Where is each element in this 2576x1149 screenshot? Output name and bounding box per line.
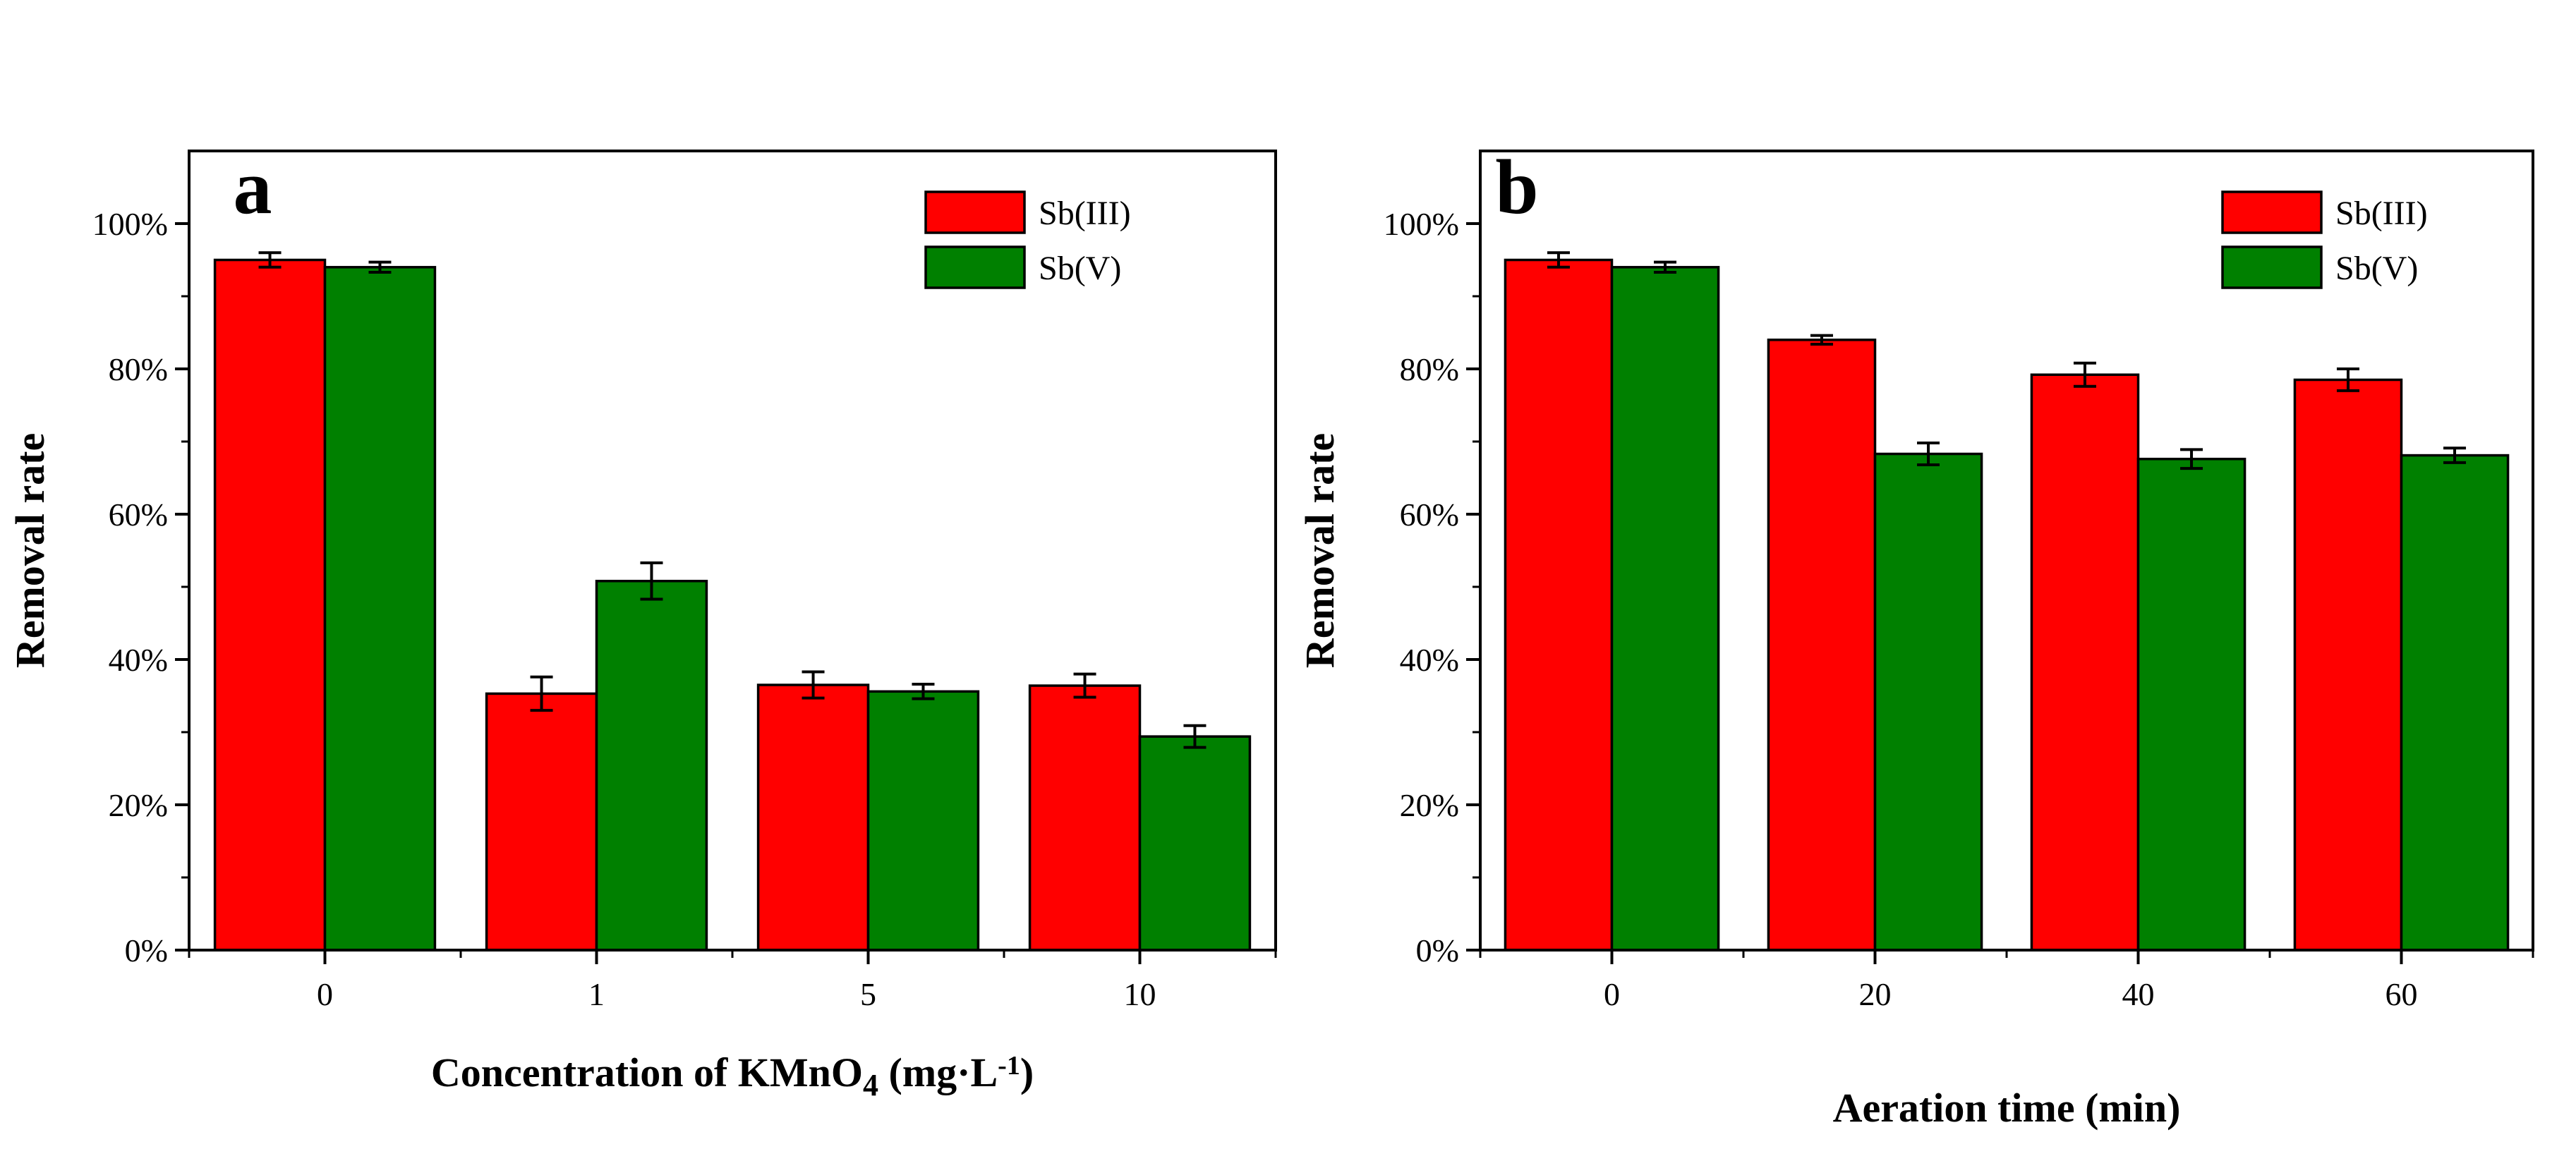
y-tick-label-20: 20% <box>109 787 168 823</box>
x-axis-label-part-2: (mg·L <box>878 1050 998 1095</box>
y-tick-label-100: 100% <box>1384 206 1459 242</box>
x-axis-label: Concentration of KMnO4 (mg·L-1) <box>431 1050 1034 1102</box>
bar-sbv-20 <box>1873 452 1983 952</box>
chart-panel-a: 0% 20% 40% 60% 80% 100% 0 1 5 10 Removal rate Conce… <box>7 144 1277 1102</box>
bar-sbiii-0 <box>1504 258 1614 952</box>
error-bar-sbv-60 <box>2443 446 2467 464</box>
error-bar-sbv-40 <box>2180 448 2203 470</box>
bar-sbv-0 <box>1610 266 1720 952</box>
x-axis-label-part-0: Concentration of KMnO <box>431 1050 863 1095</box>
legend: Sb(III) Sb(V) <box>924 190 1131 289</box>
x-axis-label: Aeration time (min) <box>1833 1085 2181 1131</box>
y-tick-label-80: 80% <box>109 351 168 387</box>
bar-sbiii-1 <box>485 692 598 952</box>
bar-sbv-40 <box>2136 457 2247 952</box>
error-bar-sbiii-1 <box>530 675 553 712</box>
error-bar-sbv-1 <box>640 561 663 601</box>
legend-label-sbiii: Sb(III) <box>2335 195 2428 232</box>
y-tick-label-80: 80% <box>1400 351 1459 387</box>
legend-swatch-sbv <box>924 245 1026 289</box>
x-axis-label-part-1: 4 <box>863 1068 878 1102</box>
x-tick-label-0: 0 <box>1604 976 1620 1012</box>
error-bar-sbiii-20 <box>1810 334 1833 346</box>
error-bar-sbv-0 <box>368 260 392 274</box>
legend-swatch-sbiii <box>2221 190 2323 234</box>
panel-label: a <box>234 144 272 230</box>
x-tick-label-1: 1 <box>588 976 605 1012</box>
error-bar-sbiii-10 <box>1073 672 1096 699</box>
x-tick-label-60: 60 <box>2385 976 2418 1012</box>
y-tick-label-20: 20% <box>1400 787 1459 823</box>
bar-sbv-10 <box>1138 735 1252 952</box>
legend: Sb(III) Sb(V) <box>2221 190 2428 289</box>
y-tick-label-60: 60% <box>1400 497 1459 533</box>
error-bar-sbv-5 <box>912 683 935 700</box>
bar-sbiii-10 <box>1028 684 1142 952</box>
y-tick-label-60: 60% <box>109 497 168 533</box>
error-bar-sbiii-40 <box>2073 361 2096 388</box>
error-bar-sbiii-5 <box>802 670 825 700</box>
error-bar-sbiii-0 <box>258 251 282 269</box>
bar-sbiii-20 <box>1767 339 1877 952</box>
error-bar-sbv-10 <box>1183 724 1207 749</box>
error-bar-sbv-0 <box>1654 260 1677 274</box>
x-axis-label-part-4: ) <box>1020 1050 1034 1095</box>
error-bar-sbv-20 <box>1917 442 1940 466</box>
error-bar-sbiii-60 <box>2336 367 2359 392</box>
panel-label: b <box>1495 144 1538 230</box>
x-tick-label-40: 40 <box>2122 976 2155 1012</box>
bar-sbv-0 <box>323 266 437 952</box>
bar-sbiii-40 <box>2030 373 2140 952</box>
legend-label-sbiii: Sb(III) <box>1039 195 1131 232</box>
error-bar-sbiii-0 <box>1547 251 1570 269</box>
y-tick-label-40: 40% <box>109 642 168 678</box>
y-axis-label: Removal rate <box>1297 433 1343 668</box>
y-tick-label-0: 0% <box>1416 932 1459 968</box>
bar-sbv-60 <box>2400 454 2510 952</box>
bar-sbv-1 <box>595 580 708 952</box>
x-tick-label-20: 20 <box>1859 976 1892 1012</box>
legend-label-sbv: Sb(V) <box>2335 250 2418 287</box>
bar-sbiii-0 <box>213 258 327 952</box>
bar-sbiii-60 <box>2293 378 2403 952</box>
chart-panel-b: 0% 20% 40% 60% 80% 100% 0 20 40 60 Removal rate Aer… <box>1297 144 2534 1131</box>
legend-swatch-sbiii <box>924 190 1026 234</box>
bar-sbiii-5 <box>756 683 870 952</box>
y-axis-label: Removal rate <box>7 433 53 668</box>
legend-label-sbv: Sb(V) <box>1039 250 1121 287</box>
legend-swatch-sbv <box>2221 245 2323 289</box>
y-tick-label-40: 40% <box>1400 642 1459 678</box>
x-tick-label-10: 10 <box>1124 976 1156 1012</box>
x-tick-label-5: 5 <box>860 976 876 1012</box>
y-tick-label-100: 100% <box>92 206 168 242</box>
x-tick-label-0: 0 <box>317 976 333 1012</box>
y-tick-label-0: 0% <box>125 932 168 968</box>
x-axis-label-part-3: -1 <box>998 1051 1020 1081</box>
bar-sbv-5 <box>866 690 980 952</box>
